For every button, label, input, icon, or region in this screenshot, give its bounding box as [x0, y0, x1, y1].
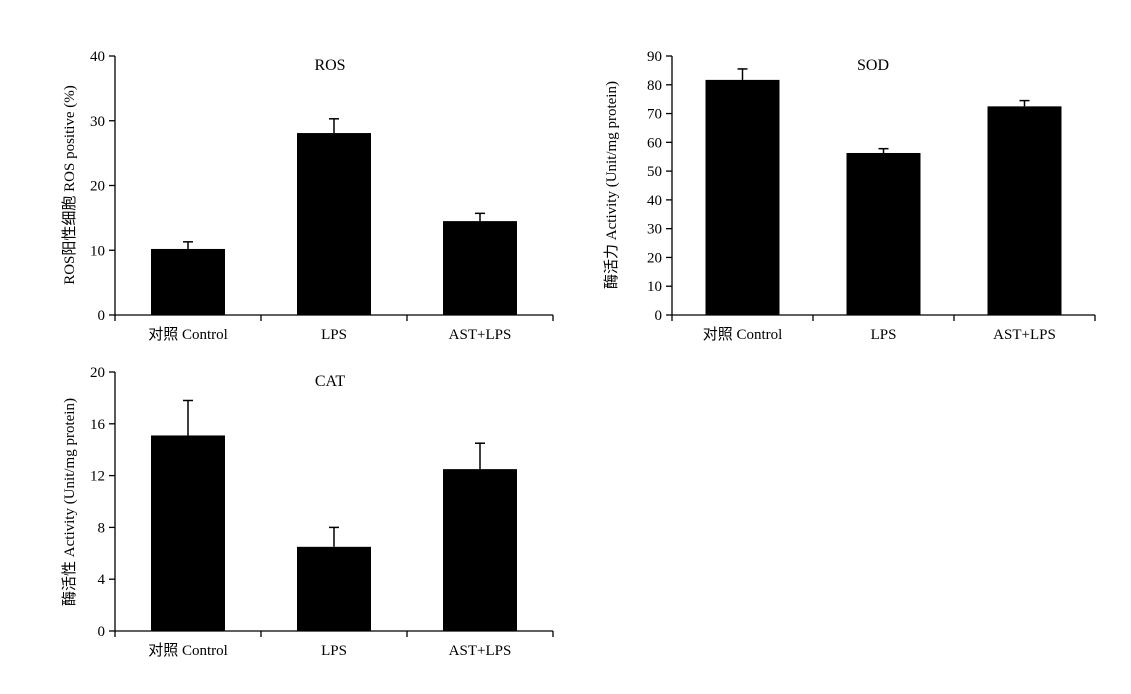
y-tick-label: 40 — [90, 49, 105, 65]
chart-panel-cat: CAT 酶活性 Activity (Unit/mg protein) 0 4 8 12 16… — [61, 365, 554, 659]
y-tick-label: 90 — [647, 49, 662, 65]
y-tick-label: 10 — [647, 279, 662, 295]
y-tick-label: 60 — [647, 135, 662, 151]
x-tick-label: 对照 Control — [148, 326, 228, 343]
chart-title: CAT — [315, 373, 345, 390]
bar — [297, 133, 371, 315]
x-tick-label: AST+LPS — [449, 327, 512, 343]
y-tick-label: 0 — [655, 308, 663, 324]
bar — [151, 435, 225, 631]
y-tick-label: 10 — [90, 243, 105, 259]
y-tick-label: 20 — [647, 250, 662, 266]
y-tick-label: 8 — [98, 520, 106, 536]
y-tick-label: 40 — [647, 193, 662, 209]
chart-panel-sod: SOD 酶活力 Activity (Unit/mg protein) 0 10 20 30… — [603, 49, 1096, 343]
y-tick-label: 4 — [98, 572, 106, 588]
x-tick-label: AST+LPS — [993, 327, 1056, 343]
y-tick-label: 30 — [647, 222, 662, 238]
bar — [846, 152, 921, 315]
x-tick-label: 对照 Control — [703, 326, 783, 343]
x-tick-label: LPS — [321, 643, 347, 659]
y-tick-label: 80 — [647, 78, 662, 94]
bar — [443, 469, 517, 631]
y-axis-label: 酶活力 Activity (Unit/mg protein) — [603, 81, 620, 289]
x-tick-label: LPS — [321, 327, 347, 343]
y-tick-label: 50 — [647, 164, 662, 180]
x-tick-label: LPS — [871, 327, 897, 343]
bar — [987, 106, 1062, 315]
x-tick-label: 对照 Control — [148, 642, 228, 659]
y-tick-label: 16 — [90, 417, 106, 433]
y-axis-label: ROS阳性细胞 ROS positive (%) — [61, 85, 78, 285]
y-tick-label: 30 — [90, 114, 105, 130]
bar — [443, 221, 517, 315]
y-tick-label: 0 — [98, 308, 106, 324]
y-tick-label: 20 — [90, 365, 105, 381]
y-tick-label: 0 — [98, 624, 106, 640]
chart-title: ROS — [314, 57, 345, 74]
y-tick-label: 70 — [647, 107, 662, 123]
chart-panel-ros: ROS ROS阳性细胞 ROS positive (%) 0 10 20 30 40 对照 C… — [61, 49, 554, 343]
bar — [151, 248, 225, 315]
x-tick-label: AST+LPS — [449, 643, 512, 659]
bar — [705, 79, 780, 315]
y-tick-label: 12 — [90, 469, 105, 485]
y-axis-label: 酶活性 Activity (Unit/mg protein) — [61, 398, 78, 606]
chart-title: SOD — [857, 57, 889, 74]
bar — [297, 546, 371, 631]
y-tick-label: 20 — [90, 179, 105, 195]
